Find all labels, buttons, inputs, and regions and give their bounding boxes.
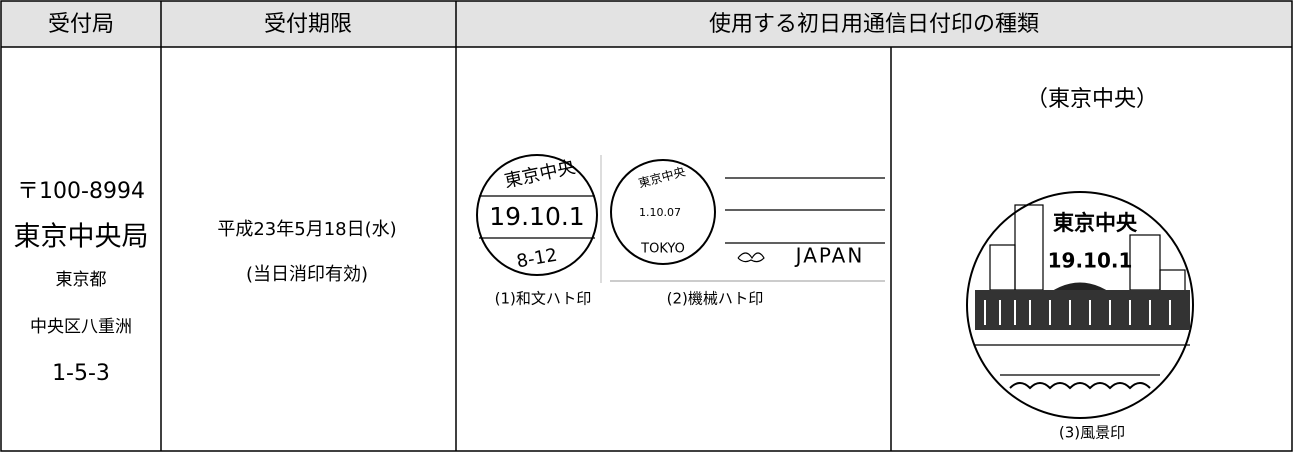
stamp-text: 東京中央 [637,164,687,191]
stamp-circle [966,191,1194,419]
stamp-text: TOKYO [640,242,685,257]
office-address: 東京都 [56,270,107,290]
stamp-label: (1)和文ハト印 [495,290,592,308]
office-name: 東京中央局 [14,222,149,253]
stamp-text: JAPAN [794,244,865,268]
stamp-text: 東京中央 [1053,211,1138,235]
header-bg [1,1,1292,47]
stamp-date: 1.10.07 [639,206,681,219]
stamp-label: (2)機械ハト印 [667,290,764,308]
stamp-text: 東京中央 [502,157,577,193]
header-cell: 使用する初日用通信日付印の種類 [709,12,1039,37]
stamp-circle [610,159,716,265]
office-address: 中央区八重洲 [30,317,132,337]
stamp-text: 8-12 [515,245,559,273]
header-cell: 受付局 [48,12,114,37]
dove-icon [737,252,765,263]
building-illustration [975,204,1190,390]
stamp-caption: （東京中央） [1026,87,1158,112]
stamp-date: 19.10.1 [489,202,584,231]
office-zip: 〒100-8994 [17,179,145,204]
office-address: 1-5-3 [52,361,110,386]
stamp-circle [476,154,598,276]
header-cell: 受付期限 [264,12,352,37]
stamp-label: (3)風景印 [1059,424,1125,442]
deadline-note: (当日消印有効) [246,264,368,285]
stamp-date: 19.10.1 [1048,249,1133,273]
deadline: 平成23年5月18日(水) [217,219,396,240]
